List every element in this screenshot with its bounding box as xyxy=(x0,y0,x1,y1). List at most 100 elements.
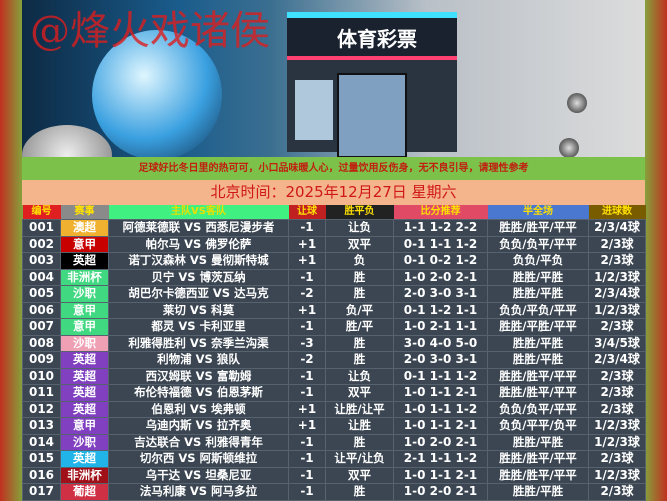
match-teams: 贝宁 VS 博茨瓦纳 xyxy=(108,268,289,286)
handicap: +1 xyxy=(288,252,326,270)
league-badge: 英超 xyxy=(60,450,109,468)
result-pick: 胜/平 xyxy=(325,318,394,336)
halftime-fulltime-pick: 胜胜/胜平/平平 xyxy=(487,466,589,484)
league-badge: 意甲 xyxy=(60,417,109,435)
goals-pick: 2/3/4球 xyxy=(588,219,646,237)
score-pick: 3-0 4-0 5-0 xyxy=(393,334,488,352)
match-teams: 吉达联合 VS 利雅得青年 xyxy=(108,433,289,451)
handicap: -1 xyxy=(288,318,326,336)
goals-pick: 2/3球 xyxy=(588,400,646,418)
score-pick: 0-1 1-2 1-1 xyxy=(393,301,488,319)
match-id: 017 xyxy=(22,483,61,501)
league-badge: 葡超 xyxy=(60,483,109,501)
result-pick: 让平/让负 xyxy=(325,450,394,468)
score-pick: 1-0 1-1 1-2 xyxy=(393,400,488,418)
result-pick: 胜 xyxy=(325,351,394,369)
halftime-fulltime-pick: 胜胜/平胜 xyxy=(487,351,589,369)
league-badge: 沙职 xyxy=(60,285,109,303)
halftime-fulltime-pick: 胜胜/胜平/平平 xyxy=(487,384,589,402)
match-teams: 利物浦 VS 狼队 xyxy=(108,351,289,369)
goals-pick: 1/2/3球 xyxy=(588,417,646,435)
match-teams: 胡巴尔卡德西亚 VS 达马克 xyxy=(108,285,289,303)
result-pick: 胜 xyxy=(325,285,394,303)
soccer-ball-graphic xyxy=(567,93,587,113)
column-header: 赛事 xyxy=(60,205,109,220)
goals-pick: 2/3/4球 xyxy=(588,351,646,369)
result-pick: 双平 xyxy=(325,466,394,484)
handicap: -3 xyxy=(288,334,326,352)
store-window xyxy=(295,80,333,140)
halftime-fulltime-pick: 胜胜/胜平/平平 xyxy=(487,219,589,237)
column-header: 编号 xyxy=(22,205,61,220)
column-header: 比分推荐 xyxy=(393,205,488,220)
match-teams: 阿德莱德联 VS 西悉尼漫步者 xyxy=(108,219,289,237)
column-header: 胜平负 xyxy=(325,205,394,220)
handicap: -2 xyxy=(288,285,326,303)
banner-image: 体育彩票 @烽火戏诸侯 xyxy=(22,0,645,157)
goals-pick: 2/3/4球 xyxy=(588,285,646,303)
score-pick: 1-0 1-1 2-1 xyxy=(393,417,488,435)
halftime-fulltime-pick: 胜胜/胜平/平平 xyxy=(487,450,589,468)
result-pick: 胜 xyxy=(325,483,394,501)
handicap: -1 xyxy=(288,433,326,451)
match-id: 009 xyxy=(22,351,61,369)
goals-pick: 2/3球 xyxy=(588,450,646,468)
match-teams: 莱切 VS 科莫 xyxy=(108,301,289,319)
score-pick: 2-0 3-0 3-1 xyxy=(393,351,488,369)
halftime-fulltime-pick: 负负/平负/平平 xyxy=(487,301,589,319)
goals-pick: 1/2/3球 xyxy=(588,301,646,319)
match-id: 007 xyxy=(22,318,61,336)
halftime-fulltime-pick: 胜胜/平胜 xyxy=(487,483,589,501)
handicap: -1 xyxy=(288,268,326,286)
handicap: -1 xyxy=(288,466,326,484)
date-bar: 北京时间：2025年12月27日 星期六 xyxy=(22,180,645,205)
match-id: 012 xyxy=(22,400,61,418)
goals-pick: 2/3球 xyxy=(588,235,646,253)
match-teams: 伯恩利 VS 埃弗顿 xyxy=(108,400,289,418)
handicap: -2 xyxy=(288,351,326,369)
score-pick: 1-0 2-0 2-1 xyxy=(393,483,488,501)
table-row: 014 沙职 吉达联合 VS 利雅得青年 -1 胜 1-0 2-0 2-1 胜胜/平胜 1/2… xyxy=(22,433,646,451)
table-row: 016 非洲杯 乌干达 VS 坦桑尼亚 -1 双平 1-0 1-1 2-1 胜胜/胜平/平平… xyxy=(22,466,646,484)
score-pick: 1-0 1-1 2-1 xyxy=(393,466,488,484)
match-teams: 利雅得胜利 VS 奈季兰沟渠 xyxy=(108,334,289,352)
handicap: +1 xyxy=(288,235,326,253)
match-id: 006 xyxy=(22,301,61,319)
goals-pick: 1/2/3球 xyxy=(588,268,646,286)
match-teams: 帕尔马 VS 佛罗伦萨 xyxy=(108,235,289,253)
league-badge: 英超 xyxy=(60,351,109,369)
score-pick: 0-1 0-2 1-2 xyxy=(393,252,488,270)
result-pick: 双平 xyxy=(325,235,394,253)
league-badge: 意甲 xyxy=(60,318,109,336)
table-row: 003 英超 诺丁汉森林 VS 曼彻斯特城 +1 负 0-1 0-2 1-2 负负/平负 2/… xyxy=(22,252,646,270)
league-badge: 非洲杯 xyxy=(60,466,109,484)
soccer-ball-graphic xyxy=(92,30,222,157)
handicap: +1 xyxy=(288,417,326,435)
table-row: 005 沙职 胡巴尔卡德西亚 VS 达马克 -2 胜 2-0 3-0 3-1 胜胜/平胜 2/… xyxy=(22,285,646,303)
soccer-ball-graphic xyxy=(559,138,579,157)
halftime-fulltime-pick: 负负/负平/平平 xyxy=(487,235,589,253)
match-id: 016 xyxy=(22,466,61,484)
table-row: 015 英超 切尔西 VS 阿斯顿维拉 -1 让平/让负 2-1 1-1 1-2 胜胜/胜平… xyxy=(22,450,646,468)
match-teams: 布伦特福德 VS 伯恩茅斯 xyxy=(108,384,289,402)
goals-pick: 1/2/3球 xyxy=(588,433,646,451)
handicap: -1 xyxy=(288,384,326,402)
score-pick: 0-1 1-1 1-2 xyxy=(393,235,488,253)
match-teams: 都灵 VS 卡利亚里 xyxy=(108,318,289,336)
result-pick: 让负 xyxy=(325,219,394,237)
goals-pick: 2/3球 xyxy=(588,252,646,270)
goals-pick: 2/3球 xyxy=(588,483,646,501)
match-id: 011 xyxy=(22,384,61,402)
halftime-fulltime-pick: 胜胜/平胜 xyxy=(487,334,589,352)
table-row: 012 英超 伯恩利 VS 埃弗顿 +1 让胜/让平 1-0 1-1 1-2 负负/负平/平… xyxy=(22,400,646,418)
table-row: 017 葡超 法马利康 VS 阿马多拉 -1 胜 1-0 2-0 2-1 胜胜/平胜 2/3球 xyxy=(22,483,646,501)
match-teams: 乌干达 VS 坦桑尼亚 xyxy=(108,466,289,484)
league-badge: 英超 xyxy=(60,367,109,385)
score-pick: 1-0 1-1 2-1 xyxy=(393,384,488,402)
handicap: -1 xyxy=(288,483,326,501)
column-header: 让球 xyxy=(288,205,326,220)
match-id: 015 xyxy=(22,450,61,468)
result-pick: 让胜/让平 xyxy=(325,400,394,418)
match-id: 002 xyxy=(22,235,61,253)
watermark: @烽火戏诸侯 xyxy=(30,8,270,54)
